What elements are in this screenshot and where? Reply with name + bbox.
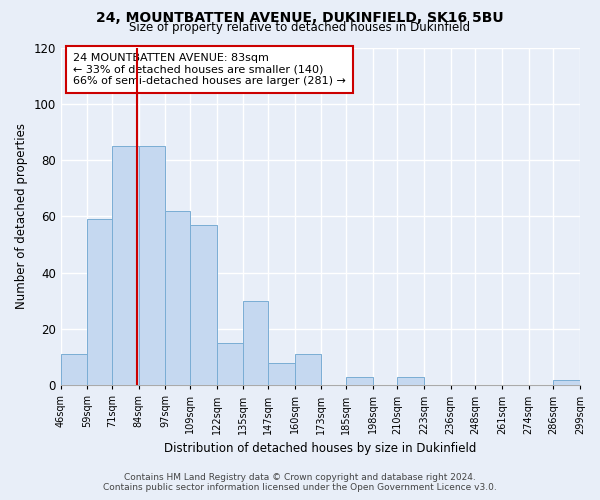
Bar: [112, 146, 139, 386]
Text: Size of property relative to detached houses in Dukinfield: Size of property relative to detached ho…: [130, 22, 470, 35]
Bar: [139, 146, 166, 386]
X-axis label: Distribution of detached houses by size in Dukinfield: Distribution of detached houses by size …: [164, 442, 476, 455]
Bar: [166, 211, 190, 386]
Bar: [88, 219, 112, 386]
Y-axis label: Number of detached properties: Number of detached properties: [15, 124, 28, 310]
Bar: [346, 377, 373, 386]
Text: 24 MOUNTBATTEN AVENUE: 83sqm
← 33% of detached houses are smaller (140)
66% of s: 24 MOUNTBATTEN AVENUE: 83sqm ← 33% of de…: [73, 53, 346, 86]
Bar: [397, 377, 424, 386]
Bar: [268, 362, 295, 386]
Bar: [553, 380, 580, 386]
Text: Contains HM Land Registry data © Crown copyright and database right 2024.
Contai: Contains HM Land Registry data © Crown c…: [103, 473, 497, 492]
Bar: [61, 354, 88, 386]
Text: 24, MOUNTBATTEN AVENUE, DUKINFIELD, SK16 5BU: 24, MOUNTBATTEN AVENUE, DUKINFIELD, SK16…: [96, 11, 504, 25]
Bar: [295, 354, 322, 386]
Bar: [217, 343, 244, 386]
Bar: [244, 301, 268, 386]
Bar: [190, 225, 217, 386]
